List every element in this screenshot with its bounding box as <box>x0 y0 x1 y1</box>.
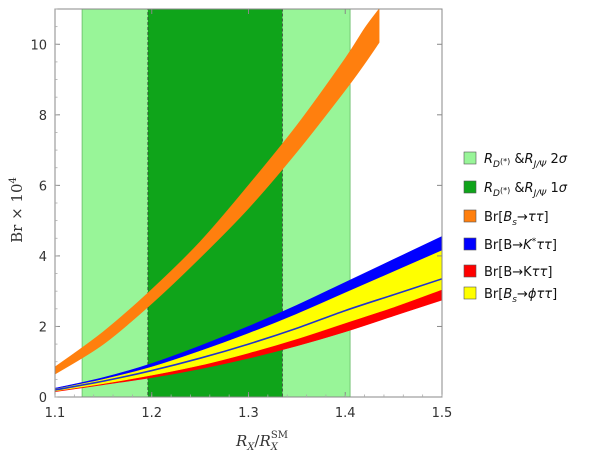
y-tick-label: 8 <box>39 109 47 124</box>
central-line-0 <box>55 278 442 391</box>
legend-swatch-2sigma <box>463 151 477 165</box>
legend-label-2sigma: RD(*) &RJ/Ψ 2σ <box>484 152 568 170</box>
x-tick-label: 1.1 <box>45 406 66 421</box>
legend-swatch-b-k-tautau <box>463 264 477 278</box>
y-tick-label: 6 <box>39 179 47 194</box>
legend-label-bs-phi-tautau: Br[Bs→ϕττ] <box>484 287 557 305</box>
legend-item-1sigma: RD(*) &RJ/Ψ 1σ <box>463 180 568 199</box>
y-tick-label: 4 <box>39 250 47 265</box>
x-tick-label: 1.4 <box>335 406 356 421</box>
regions-layer <box>81 9 351 397</box>
legend-swatch-bs-phi-tautau <box>463 286 477 300</box>
legend-swatch-b-kstar-tautau <box>463 237 477 251</box>
legend-item-bs-tautau: Br[Bs→ττ] <box>463 209 549 228</box>
y-tick-label: 10 <box>30 38 47 53</box>
x-tick-label: 1.2 <box>141 406 162 421</box>
legend-item-b-k-tautau: Br[B→Kττ] <box>463 264 552 280</box>
legend-swatch-bs-tautau <box>463 209 477 223</box>
x-tick-label: 1.5 <box>432 406 453 421</box>
y-tick-label: 0 <box>39 391 47 406</box>
x-axis-label: RX/RXSM <box>235 430 288 453</box>
legend-swatch-1sigma <box>463 180 477 194</box>
legend-label-b-k-tautau: Br[B→Kττ] <box>484 265 552 280</box>
band-bs-phi-tautau <box>55 250 442 392</box>
legend: RD(*) &RJ/Ψ 2σ RD(*) &RJ/Ψ 1σ Br[Bs→ττ] … <box>463 151 568 305</box>
legend-label-b-kstar-tautau: Br[B→K*ττ] <box>484 237 557 253</box>
x-ticks: 1.1 1.2 1.3 1.4 1.5 <box>45 9 453 421</box>
y-axis-label: Br × 104 <box>8 177 26 243</box>
y-ticks: 0 2 4 6 8 10 <box>30 8 442 406</box>
legend-item-b-kstar-tautau: Br[B→K*ττ] <box>463 237 557 253</box>
legend-label-bs-tautau: Br[Bs→ττ] <box>484 210 549 228</box>
legend-item-2sigma: RD(*) &RJ/Ψ 2σ <box>463 151 568 170</box>
y-tick-label: 2 <box>39 320 47 335</box>
band-bs-tautau <box>55 9 380 375</box>
bands-layer <box>55 9 442 393</box>
x-tick-label: 1.3 <box>238 406 259 421</box>
legend-label-1sigma: RD(*) &RJ/Ψ 1σ <box>484 181 568 199</box>
lines-layer <box>55 278 442 391</box>
legend-item-bs-phi-tautau: Br[Bs→ϕττ] <box>463 286 557 305</box>
